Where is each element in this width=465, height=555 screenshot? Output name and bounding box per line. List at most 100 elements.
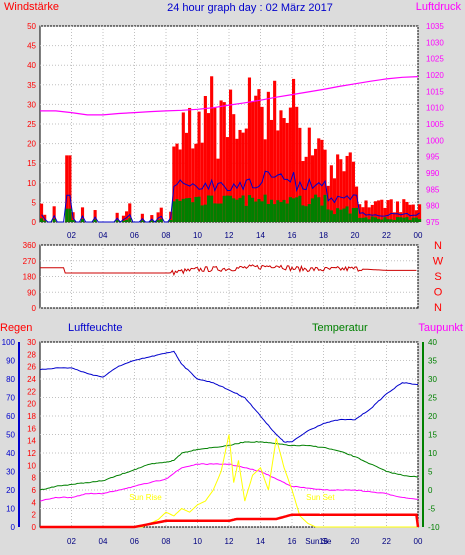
gust-bar <box>380 199 384 222</box>
avg-wind-bar <box>314 194 318 222</box>
gust-bar <box>361 207 365 222</box>
climate-xtick-label: 06 <box>130 537 139 546</box>
avg-wind-bar <box>206 195 211 222</box>
temperature-ytick-label: 25 <box>428 394 437 403</box>
humidity-ytick-label: 40 <box>6 449 15 458</box>
gust-bar <box>326 185 330 222</box>
gust-bar <box>323 149 327 222</box>
pressure-ytick-label: 975 <box>426 218 440 227</box>
avg-wind-bar <box>345 206 349 222</box>
avg-wind-bar <box>361 217 365 222</box>
avg-wind-bar <box>364 217 368 222</box>
wind-speed-line <box>41 170 420 223</box>
gust-bar <box>200 142 204 222</box>
gust-bar <box>65 155 69 222</box>
avg-wind-bar <box>140 220 144 222</box>
avg-wind-bar <box>213 203 217 222</box>
gust-bar <box>260 106 264 222</box>
avg-wind-bar <box>68 208 72 222</box>
gust-bar <box>219 100 223 222</box>
avg-wind-bar <box>210 195 214 222</box>
avg-wind-bar <box>235 199 239 222</box>
gust-bar <box>402 199 406 222</box>
gust-bar <box>351 161 355 222</box>
pressure-ytick-label: 1010 <box>426 104 444 113</box>
avg-wind-bar <box>336 208 340 222</box>
avg-wind-bar <box>219 203 223 222</box>
gust-bar <box>269 119 274 222</box>
avg-wind-bar <box>93 219 97 222</box>
avg-wind-bar <box>266 203 270 222</box>
avg-wind-bar <box>191 202 195 222</box>
compass-label: N <box>434 302 442 314</box>
avg-wind-bar <box>370 216 374 222</box>
gust-bar <box>282 118 286 222</box>
rain-ytick-label: 14 <box>27 437 36 446</box>
gust-bar <box>197 111 201 222</box>
avg-wind-bar <box>159 219 163 222</box>
rain-ytick-label: 24 <box>27 375 36 384</box>
gust-bar <box>279 110 283 222</box>
pressure-line <box>40 76 419 116</box>
gust-bar <box>399 212 403 222</box>
humidity-ytick-label: 10 <box>6 505 15 514</box>
gust-bar <box>339 159 343 222</box>
gust-bar <box>411 204 415 222</box>
rain-ytick-label: 22 <box>27 387 36 396</box>
avg-wind-bar <box>115 220 119 222</box>
gust-bar <box>128 203 132 222</box>
avg-wind-bar <box>408 219 412 222</box>
gust-bar <box>115 212 119 222</box>
avg-wind-bar <box>184 198 189 222</box>
avg-wind-bar <box>411 217 415 222</box>
avg-wind-bar <box>241 195 245 222</box>
wind-ytick-label: 20 <box>27 140 36 149</box>
rain-ytick-label: 28 <box>27 350 36 359</box>
avg-wind-bar <box>203 204 207 222</box>
wind-ytick-label: 50 <box>27 22 36 31</box>
wind-xtick-label: 20 <box>351 231 360 240</box>
gust-bar <box>184 132 189 222</box>
avg-wind-bar <box>194 196 198 222</box>
avg-wind-bar <box>418 219 422 222</box>
gust-bar <box>125 211 129 222</box>
avg-wind-bar <box>307 204 311 222</box>
gust-bar <box>225 137 229 222</box>
wind-xtick-label: 02 <box>67 231 76 240</box>
wind-ytick-label: 0 <box>32 218 37 227</box>
gust-bar <box>373 201 378 222</box>
compass-label: N <box>434 240 442 252</box>
rain-ylabel: Regen <box>0 322 32 334</box>
gust-bar <box>121 215 126 222</box>
gust-bar <box>257 89 261 222</box>
gust-bar <box>68 155 72 222</box>
gust-bar <box>216 158 220 222</box>
dewpoint-ylabel: Taupunkt <box>418 322 463 334</box>
climate-xtick-label: 04 <box>99 537 108 546</box>
climate-xtick-label: 20 <box>351 537 360 546</box>
avg-wind-bar <box>292 198 296 222</box>
avg-wind-bar <box>399 217 403 222</box>
pressure-ytick-label: 1015 <box>426 87 444 96</box>
gust-bar <box>342 171 346 222</box>
avg-wind-bar <box>317 197 321 222</box>
avg-wind-bar <box>405 217 409 222</box>
gust-bar <box>263 139 267 222</box>
avg-wind-bar <box>367 219 371 222</box>
wind-ytick-label: 35 <box>27 81 36 90</box>
climate-xtick-label: 10 <box>193 537 202 546</box>
avg-wind-bar <box>244 205 248 222</box>
rain-ytick-label: 30 <box>27 338 36 347</box>
gust-bar <box>414 210 418 222</box>
gust-bar <box>188 107 192 222</box>
chart-title: 24 hour graph day : 02 März 2017 <box>167 2 333 14</box>
avg-wind-bar <box>351 207 355 222</box>
avg-wind-bar <box>298 195 302 222</box>
gust-bar <box>40 203 44 222</box>
climate-xtick-label: 02 <box>67 537 76 546</box>
avg-wind-bar <box>414 217 418 222</box>
avg-wind-bar <box>200 205 204 222</box>
avg-wind-bar <box>282 199 286 222</box>
humidity-ytick-label: 80 <box>6 375 15 384</box>
